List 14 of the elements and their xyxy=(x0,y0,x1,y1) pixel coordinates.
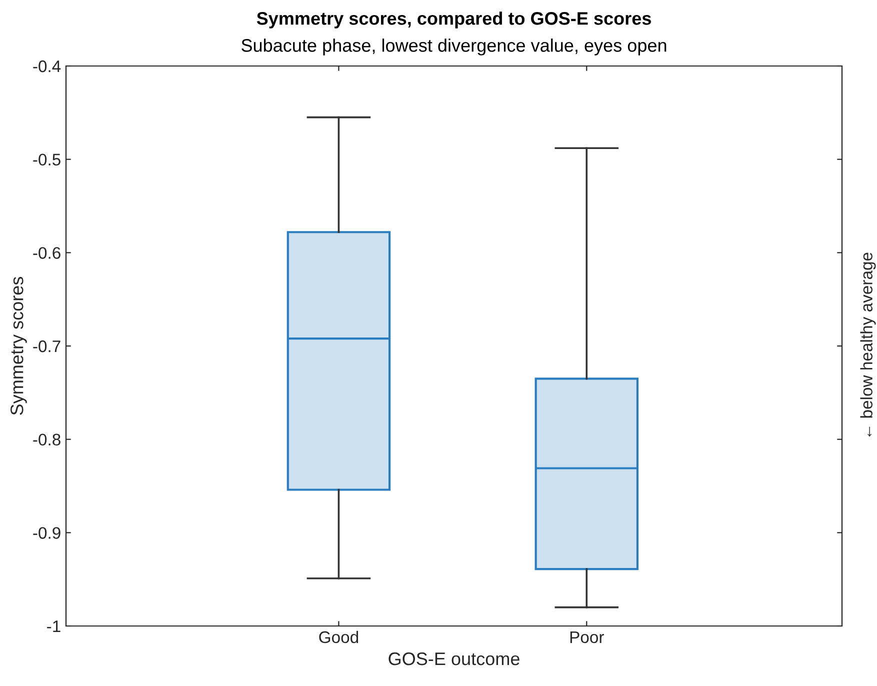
y-axis-title: Symmetry scores xyxy=(10,276,27,415)
y-tick-label: -0.5 xyxy=(33,154,60,166)
x-tick-label: Good xyxy=(319,630,358,644)
x-axis-title: GOS-E outcome xyxy=(388,652,520,666)
y-tick-label: -0.7 xyxy=(33,340,60,352)
text: ← below healthy average xyxy=(860,252,876,437)
y-tick-label: -0.8 xyxy=(33,434,60,446)
y-tick-label: -0.9 xyxy=(33,527,60,539)
x-tick-label: Poor xyxy=(570,631,604,644)
y-tick-label: -0.4 xyxy=(33,60,61,72)
y-tick-label: -0.6 xyxy=(33,247,60,259)
chart-title: Symmetry scores, compared to GOS-E scores xyxy=(256,12,651,28)
chart-subtitle: Subacute phase, lowest divergence value, eyes open xyxy=(242,38,666,56)
y-tick-label: -1 xyxy=(47,620,60,632)
